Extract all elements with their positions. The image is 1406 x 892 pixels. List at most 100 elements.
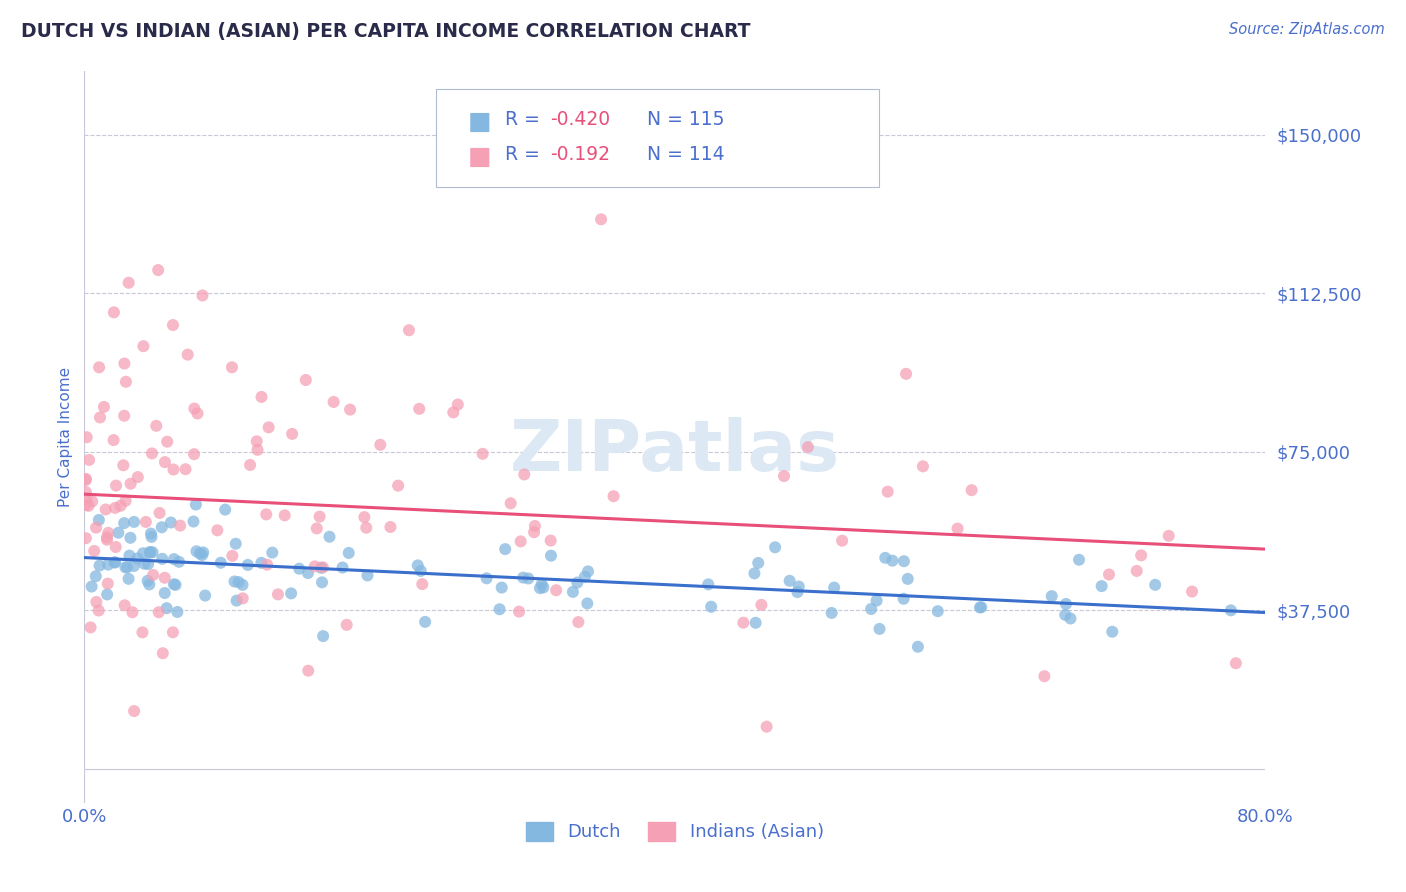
Point	[512, 571, 534, 585]
Point	[76, 430, 98, 444]
Point	[184, 498, 207, 512]
Point	[786, 585, 808, 599]
Point	[787, 580, 810, 594]
Text: N = 114: N = 114	[647, 145, 724, 164]
Point	[82, 494, 104, 508]
Point	[262, 546, 284, 560]
Point	[148, 605, 170, 619]
Point	[191, 548, 214, 562]
Point	[1125, 564, 1147, 578]
Point	[122, 559, 145, 574]
Point	[193, 545, 215, 559]
Point	[540, 533, 562, 548]
Point	[139, 545, 162, 559]
Point	[336, 617, 359, 632]
Point	[267, 587, 290, 601]
Point	[406, 558, 429, 573]
Point	[120, 531, 142, 545]
Point	[183, 447, 205, 461]
Point	[236, 558, 259, 572]
Point	[297, 664, 319, 678]
Point	[117, 572, 139, 586]
Point	[153, 586, 176, 600]
Point	[221, 360, 243, 375]
Point	[297, 566, 319, 580]
Point	[288, 562, 311, 576]
Point	[409, 564, 432, 578]
Point	[122, 704, 145, 718]
Point	[174, 462, 197, 476]
Point	[368, 438, 391, 452]
Point	[105, 478, 128, 492]
Point	[163, 577, 186, 591]
Point	[132, 339, 155, 353]
Point	[79, 620, 101, 634]
Point	[148, 263, 170, 277]
Point	[531, 581, 554, 595]
Point	[897, 572, 920, 586]
Point	[115, 375, 138, 389]
Point	[127, 470, 149, 484]
Point	[191, 288, 214, 302]
Point	[214, 502, 236, 516]
Point	[494, 542, 516, 557]
Point	[131, 625, 153, 640]
Point	[188, 546, 211, 560]
Point	[823, 581, 845, 595]
Point	[529, 581, 551, 595]
Text: ZIPatlas: ZIPatlas	[510, 417, 839, 486]
Point	[250, 556, 273, 570]
Point	[75, 485, 97, 500]
Point	[194, 589, 217, 603]
Point	[148, 506, 170, 520]
Point	[87, 513, 110, 527]
Point	[256, 558, 278, 572]
Point	[882, 554, 904, 568]
Point	[156, 434, 179, 449]
Point	[946, 522, 969, 536]
Point	[295, 373, 318, 387]
Point	[104, 540, 127, 554]
Point	[122, 515, 145, 529]
Point	[308, 509, 330, 524]
Point	[755, 720, 778, 734]
Point	[186, 407, 208, 421]
Point	[132, 546, 155, 560]
Text: DUTCH VS INDIAN (ASIAN) PER CAPITA INCOME CORRELATION CHART: DUTCH VS INDIAN (ASIAN) PER CAPITA INCOM…	[21, 22, 751, 41]
Point	[441, 405, 464, 419]
Point	[508, 605, 530, 619]
Point	[356, 568, 378, 582]
Point	[121, 605, 143, 619]
Point	[112, 409, 135, 423]
Point	[152, 646, 174, 660]
Point	[513, 467, 536, 482]
Point	[250, 390, 273, 404]
Point	[114, 560, 136, 574]
Point	[773, 469, 796, 483]
Point	[488, 602, 510, 616]
Point	[75, 531, 97, 545]
Point	[744, 566, 766, 581]
Text: N = 115: N = 115	[647, 110, 724, 128]
Point	[567, 615, 589, 629]
Point	[150, 551, 173, 566]
Point	[530, 577, 553, 591]
Point	[387, 478, 409, 492]
Point	[700, 599, 723, 614]
Point	[1144, 578, 1167, 592]
Point	[183, 515, 205, 529]
Point	[225, 537, 247, 551]
Point	[239, 458, 262, 472]
Point	[447, 398, 470, 412]
Point	[224, 574, 246, 589]
Point	[602, 489, 624, 503]
Point	[281, 426, 304, 441]
Point	[141, 530, 163, 544]
Text: R =: R =	[505, 110, 546, 128]
Point	[87, 603, 110, 617]
Point	[107, 525, 129, 540]
Point	[112, 357, 135, 371]
Point	[1067, 553, 1090, 567]
Point	[398, 323, 420, 337]
Point	[523, 519, 546, 533]
